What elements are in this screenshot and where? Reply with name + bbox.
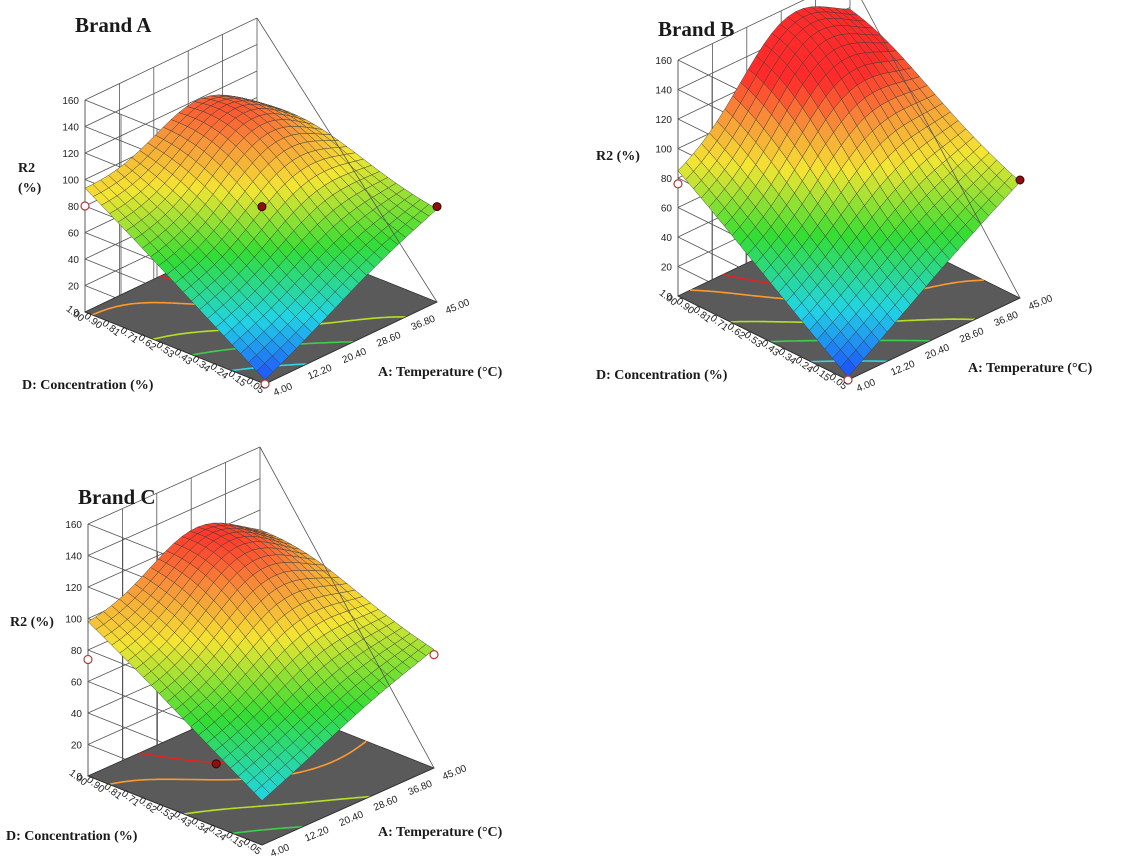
design-point [843, 375, 853, 385]
z-axis-label: R2 (%) [596, 149, 640, 164]
z-tick-label: 160 [62, 96, 79, 107]
floor-contour-40 [232, 825, 303, 835]
surface-plot-brand-b: 160 140 120 100 80 60 40 20 0 4.00 12.20 20.40 28.60… [570, 0, 1136, 430]
x-tick-label: 45.00 [1027, 293, 1055, 313]
z-tick-label: 0 [76, 772, 82, 783]
x-tick-label: 12.20 [303, 825, 331, 845]
x-tick-label: 28.60 [958, 326, 986, 346]
x-tick-label: 36.80 [410, 313, 438, 333]
x-tick-label: 36.80 [407, 778, 435, 798]
gridline-z-back [677, 0, 805, 61]
chart-title: Brand B [658, 17, 734, 41]
z-tick-label: 20 [68, 282, 80, 293]
z-tick-label: 80 [68, 202, 80, 213]
z-tick-label: 0 [666, 292, 672, 303]
x-tick-label: 45.00 [441, 763, 469, 783]
x-tick-label: 4.00 [272, 381, 295, 399]
z-tick-label: 120 [62, 149, 79, 160]
design-point [432, 202, 442, 212]
x-tick-label: 4.00 [855, 377, 878, 395]
x-tick-label: 28.60 [375, 330, 403, 350]
x-tick-label: 36.80 [993, 309, 1021, 329]
x-tick-label: 45.00 [444, 297, 472, 317]
z-tick-label: 120 [65, 583, 82, 594]
z-tick-label: 80 [661, 174, 673, 185]
x-tick-label: 20.40 [924, 342, 952, 362]
surface-cell [253, 785, 271, 801]
z-tick-label: 80 [71, 646, 83, 657]
z-tick-label: 120 [655, 115, 672, 126]
y-axis-label: D: Concentration (%) [22, 378, 154, 393]
z-tick-label: 100 [62, 176, 79, 187]
surface-plot-brand-c: 160 140 120 100 80 60 40 20 0 4.00 12.20 20.40 28.60… [0, 430, 560, 858]
z-tick-label: 60 [71, 678, 83, 689]
design-point [673, 179, 683, 189]
gridline-z-back [87, 478, 261, 556]
z-tick-label: 100 [655, 145, 672, 156]
y-axis-label: D: Concentration (%) [6, 829, 138, 844]
design-point [257, 202, 267, 212]
x-tick-label: 12.20 [889, 359, 917, 379]
edge-floor-left [87, 775, 263, 846]
y-axis-label: D: Concentration (%) [596, 368, 728, 383]
z-tick-label: 140 [655, 86, 672, 97]
surface-cell [840, 358, 857, 378]
gridline-z-back [84, 44, 258, 127]
response-surface [677, 6, 1021, 378]
edge-floor-left [677, 295, 849, 381]
z-tick-label: 60 [661, 204, 673, 215]
design-point [211, 759, 221, 769]
z-tick-label: 0 [73, 308, 79, 319]
x-tick-label: 20.40 [338, 809, 366, 829]
gridline-z-back [87, 446, 261, 525]
surface-svg-brand-c: 160 140 120 100 80 60 40 20 0 4.00 12.20 20.40 28.60… [6, 446, 503, 858]
surface-svg-brand-a: 160 140 120 100 80 60 40 20 0 4.00 12.20 20.40 28.60… [18, 13, 503, 399]
edge-floor-front [847, 297, 1021, 381]
edge-right-top [259, 446, 435, 769]
z-tick-label: 160 [655, 56, 672, 67]
floor-contour-60 [183, 795, 371, 815]
surface-plot-brand-a: 160 140 120 100 80 60 40 20 0 4.00 12.20 20.40 28.60… [0, 0, 560, 430]
x-tick-label: 28.60 [372, 794, 400, 814]
z-tick-label: 140 [65, 552, 82, 563]
x-axis-label: A: Temperature (°C) [378, 825, 503, 840]
edge-floor-left [84, 311, 266, 385]
z-tick-label: 40 [71, 709, 83, 720]
response-surface [87, 522, 435, 801]
edge-right-top [861, 0, 1021, 299]
z-axis-label: (%) [18, 181, 42, 196]
z-axis-label: R2 [18, 161, 35, 176]
z-tick-label: 20 [71, 741, 83, 752]
x-axis-label: A: Temperature (°C) [968, 361, 1093, 376]
z-tick-label: 20 [661, 263, 673, 274]
x-tick-label: 12.20 [306, 363, 334, 383]
design-point [83, 654, 93, 665]
surface-cell [256, 363, 274, 381]
z-tick-label: 160 [65, 520, 82, 531]
edge-floor-front [264, 301, 438, 385]
design-point [80, 201, 90, 211]
y-tick-label: 1.00 [67, 768, 89, 789]
design-point [429, 650, 439, 660]
z-tick-label: 140 [62, 123, 79, 134]
chart-title: Brand A [75, 13, 152, 37]
z-axis-label: R2 (%) [10, 615, 54, 630]
gridline-z-back [84, 17, 258, 101]
edge-floor-front [261, 767, 435, 846]
z-tick-label: 40 [661, 233, 673, 244]
surface-svg-brand-b: 160 140 120 100 80 60 40 20 0 4.00 12.20 20.40 28.60… [596, 0, 1093, 395]
z-tick-label: 100 [65, 615, 82, 626]
y-tick-label: 1.00 [64, 304, 86, 325]
x-tick-label: 20.40 [341, 346, 369, 366]
edge-right-top [256, 17, 438, 303]
design-point [260, 379, 270, 389]
chart-title: Brand C [78, 485, 156, 509]
x-tick-label: 4.00 [269, 842, 292, 858]
z-tick-label: 60 [68, 229, 80, 240]
response-surface [84, 94, 438, 381]
design-point [1015, 175, 1025, 185]
gridline-z-back [84, 70, 258, 154]
x-axis-label: A: Temperature (°C) [378, 365, 503, 380]
z-tick-label: 40 [68, 255, 80, 266]
